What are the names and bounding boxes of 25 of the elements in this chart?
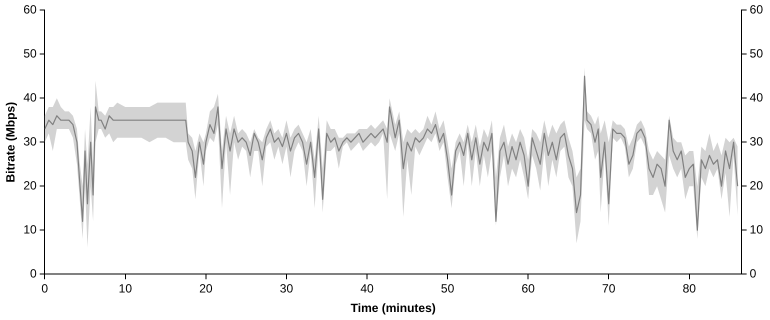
- x-tick-label: 20: [199, 282, 213, 296]
- x-axis-title: Time (minutes): [350, 301, 436, 316]
- y2-tick-label: 10: [750, 222, 764, 237]
- y2-tick-label: 60: [750, 2, 764, 17]
- y2-tick-label: 30: [750, 134, 764, 149]
- x-tick-label: 50: [440, 282, 455, 296]
- y-tick-label: 50: [23, 46, 38, 61]
- x-tick-label: 0: [41, 282, 48, 296]
- y-tick-label: 40: [23, 90, 38, 105]
- y2-tick-label: 0: [750, 266, 757, 281]
- x-tick-label: 60: [521, 282, 536, 296]
- y2-tick-label: 20: [750, 178, 764, 193]
- y-tick-label: 10: [23, 222, 38, 237]
- y-tick-label: 60: [23, 2, 38, 17]
- y-axis-title: Bitrate (Mbps): [4, 102, 18, 183]
- x-tick-label: 70: [602, 282, 616, 296]
- y-tick-label: 20: [23, 178, 38, 193]
- x-tick-label: 30: [280, 282, 294, 296]
- x-tick-label: 40: [360, 282, 374, 296]
- x-tick-label: 10: [118, 282, 132, 296]
- y-tick-label: 0: [30, 266, 38, 281]
- x-tick-label: 80: [682, 282, 696, 296]
- y2-tick-label: 40: [750, 90, 764, 105]
- y-tick-label: 30: [23, 134, 38, 149]
- y2-tick-label: 50: [750, 46, 764, 61]
